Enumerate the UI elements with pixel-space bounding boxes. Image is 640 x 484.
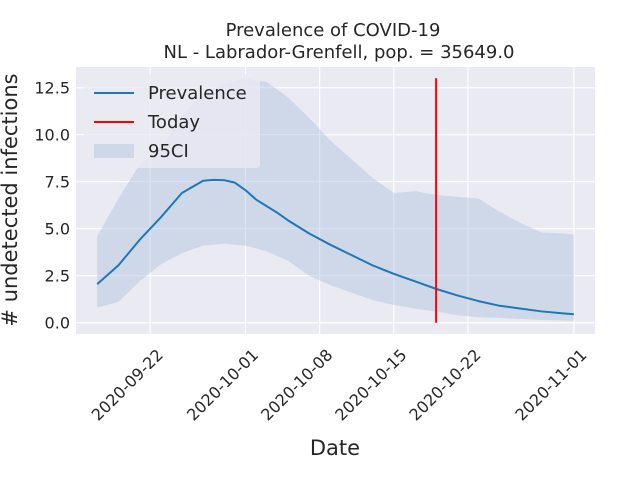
y-axis-label: # undetected infections bbox=[0, 73, 22, 326]
y-tick-label: 10.0 bbox=[34, 126, 70, 145]
y-tick-label: 0.0 bbox=[45, 314, 70, 333]
legend-swatch bbox=[94, 144, 134, 158]
y-tick-label: 12.5 bbox=[34, 79, 70, 98]
chart-title: Prevalence of COVID-19 bbox=[226, 20, 441, 41]
x-axis-label: Date bbox=[310, 436, 360, 460]
legend-label: Prevalence bbox=[148, 83, 247, 104]
x-tick-label: 2020-10-22 bbox=[405, 345, 484, 424]
chart-subtitle: NL - Labrador-Grenfell, pop. = 35649.0 bbox=[163, 42, 514, 63]
x-tick-label: 2020-10-01 bbox=[183, 345, 262, 424]
legend: Prevalence Today 95CI bbox=[84, 74, 260, 168]
legend-label: 95CI bbox=[148, 141, 189, 162]
x-tick-label: 2020-10-15 bbox=[331, 345, 410, 424]
x-tick-label: 2020-10-08 bbox=[257, 345, 336, 424]
y-tick-label: 7.5 bbox=[45, 173, 70, 192]
y-tick-label: 5.0 bbox=[45, 220, 70, 239]
y-tick-label: 2.5 bbox=[45, 267, 70, 286]
x-tick-label: 2020-09-22 bbox=[88, 345, 167, 424]
x-tick-label: 2020-11-01 bbox=[511, 345, 590, 424]
legend-label: Today bbox=[147, 112, 200, 133]
